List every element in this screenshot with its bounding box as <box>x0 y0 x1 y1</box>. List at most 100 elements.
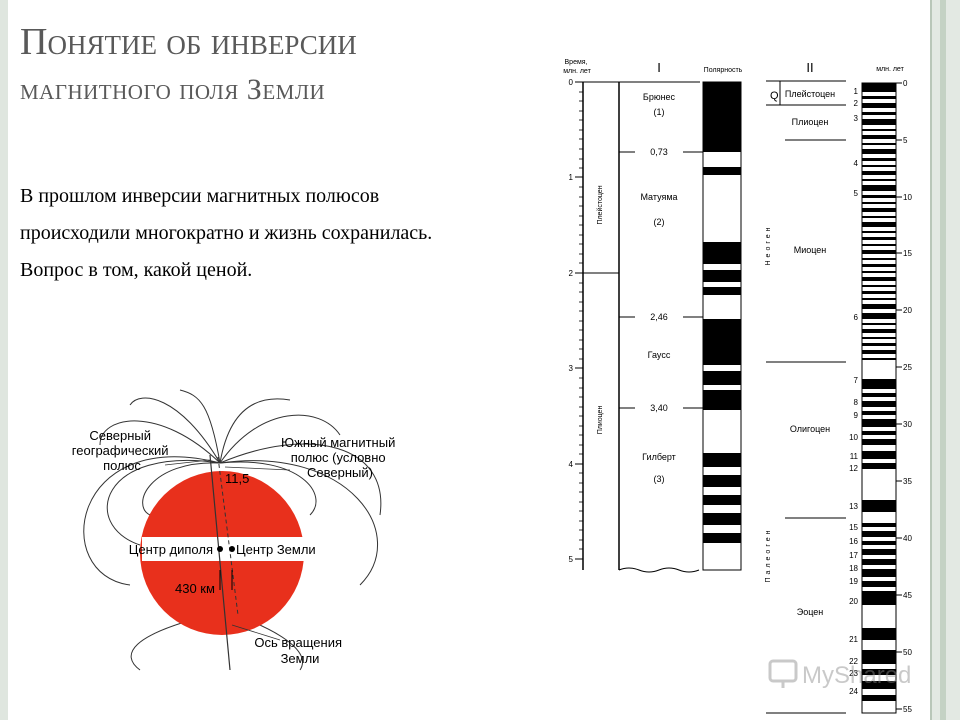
svg-text:6: 6 <box>854 313 859 322</box>
svg-text:10: 10 <box>903 193 912 202</box>
col1-numeral: I <box>657 60 661 75</box>
svg-text:24: 24 <box>849 687 858 696</box>
svg-text:0,73: 0,73 <box>650 147 668 157</box>
svg-text:5: 5 <box>569 555 574 564</box>
rotation-axis-label: Ось вращения Земли <box>254 635 345 666</box>
period-paleogene: Палеоген <box>765 528 772 583</box>
svg-text:0: 0 <box>903 79 908 88</box>
svg-text:25: 25 <box>903 363 912 372</box>
column-two-chart: II млн. лет Q Плейстоцен Плиоцен Миоцен … <box>765 60 912 714</box>
north-geo-label: Северный географический полюс <box>72 428 172 473</box>
title-line-2: магнитного поля Земли <box>20 73 326 106</box>
col1-epoch-labels: Брюнес (1) Матуяма (2) Гаусс Гилберт (3) <box>640 92 677 484</box>
col1-boundary-labels: 0,73 2,46 3,40 <box>650 147 668 413</box>
svg-text:10: 10 <box>849 433 858 442</box>
svg-text:7: 7 <box>854 376 859 385</box>
col2-time-header: млн. лет <box>876 66 904 73</box>
svg-text:Гилберт: Гилберт <box>642 452 676 462</box>
earth-center-label: Центр Земли <box>236 542 316 557</box>
distance-label: 430 км <box>175 581 215 596</box>
svg-text:21: 21 <box>849 635 858 644</box>
svg-text:8: 8 <box>854 398 859 407</box>
quaternary-label: Q <box>770 90 779 102</box>
south-magnetic-label: Южный магнитный полюс (условно Северный) <box>281 435 399 480</box>
svg-text:16: 16 <box>849 537 858 546</box>
col2-anomaly-numbers: 1 2 3 4 5 6 7 8 9 10 11 12 13 15 16 17 1… <box>849 87 858 696</box>
era-pliocene: Плиоцен <box>597 406 604 435</box>
svg-text:(2): (2) <box>654 217 665 227</box>
svg-text:1: 1 <box>569 173 574 182</box>
svg-text:Брюнес: Брюнес <box>643 92 676 102</box>
earth-center-dot <box>229 546 235 552</box>
col1-time-header: Время, млн. лет <box>563 59 591 75</box>
svg-text:5: 5 <box>854 189 859 198</box>
rotation-axis <box>209 454 231 671</box>
right-frame-bar <box>930 0 960 720</box>
svg-text:0: 0 <box>569 78 574 87</box>
column-one-chart: Время, млн. лет I Полярность 0 1 2 3 4 5… <box>563 59 743 573</box>
svg-text:23: 23 <box>849 669 858 678</box>
svg-text:2: 2 <box>854 99 859 108</box>
col1-tick-labels: 0 1 2 3 4 5 <box>569 78 574 564</box>
svg-text:Гаусс: Гаусс <box>648 350 671 360</box>
col1-polarity-header: Полярность <box>704 67 743 74</box>
col2-numeral: II <box>806 60 813 75</box>
svg-text:45: 45 <box>903 591 912 600</box>
angle-label: 11,5 <box>225 471 249 486</box>
svg-text:3,40: 3,40 <box>650 403 668 413</box>
svg-text:3: 3 <box>569 364 574 373</box>
svg-text:2,46: 2,46 <box>650 312 668 322</box>
svg-text:Плейстоцен: Плейстоцен <box>785 89 835 99</box>
svg-text:MyShared: MyShared <box>802 662 911 689</box>
col2-epoch-labels: Плейстоцен Плиоцен Миоцен Олигоцен Эоцен <box>785 89 835 617</box>
svg-text:2: 2 <box>569 269 574 278</box>
svg-text:3: 3 <box>854 114 859 123</box>
svg-text:20: 20 <box>903 306 912 315</box>
left-frame-bar <box>0 0 8 720</box>
era-pleistocene: Плейстоцен <box>596 185 604 224</box>
svg-text:20: 20 <box>849 597 858 606</box>
presentation-icon <box>768 659 798 683</box>
svg-text:(3): (3) <box>654 474 665 484</box>
dipole-center-label: Центр диполя <box>129 542 213 557</box>
svg-text:22: 22 <box>849 657 858 666</box>
svg-text:9: 9 <box>854 411 859 420</box>
paragraph-line-1: В прошлом инверсии магнитных полюсов <box>20 185 380 207</box>
svg-text:18: 18 <box>849 564 858 573</box>
svg-text:17: 17 <box>849 551 858 560</box>
svg-text:12: 12 <box>849 464 858 473</box>
col2-polarity-frame <box>861 82 897 714</box>
svg-text:15: 15 <box>903 249 912 258</box>
col2-age-ticks <box>896 82 902 710</box>
svg-text:55: 55 <box>903 705 912 714</box>
svg-text:40: 40 <box>903 534 912 543</box>
period-neogene: Неоген <box>765 225 772 266</box>
svg-text:30: 30 <box>903 420 912 429</box>
svg-text:15: 15 <box>849 523 858 532</box>
svg-text:4: 4 <box>569 460 574 469</box>
svg-text:Олигоцен: Олигоцен <box>790 424 830 434</box>
col1-polarity-bands <box>703 82 741 543</box>
col1-boundaries <box>619 151 703 409</box>
magnetic-axis <box>217 456 239 616</box>
paragraph-line-2: происходили многократно и жизнь сохранил… <box>20 222 433 244</box>
svg-text:1: 1 <box>854 87 859 96</box>
svg-text:Эоцен: Эоцен <box>797 607 824 617</box>
col2-age-labels: 0 5 10 15 20 25 30 35 40 45 50 55 <box>903 79 912 714</box>
svg-text:4: 4 <box>854 159 859 168</box>
slide-title: Понятие об инверсии магнитного поля Земл… <box>20 18 540 114</box>
svg-text:Матуяма: Матуяма <box>640 192 677 202</box>
paragraph-line-3: Вопрос в том, какой ценой. <box>20 259 253 281</box>
svg-text:19: 19 <box>849 577 858 586</box>
watermark-logo: MyShared <box>768 659 911 689</box>
svg-text:11: 11 <box>850 452 859 461</box>
col1-major-ticks <box>575 81 583 560</box>
svg-text:(1): (1) <box>654 107 665 117</box>
svg-text:Миоцен: Миоцен <box>794 245 827 255</box>
svg-text:50: 50 <box>903 648 912 657</box>
col2-polarity-bands <box>862 83 896 701</box>
svg-text:13: 13 <box>849 502 858 511</box>
svg-text:Плиоцен: Плиоцен <box>792 117 829 127</box>
dipole-center-dot <box>217 546 223 552</box>
svg-text:5: 5 <box>903 136 908 145</box>
